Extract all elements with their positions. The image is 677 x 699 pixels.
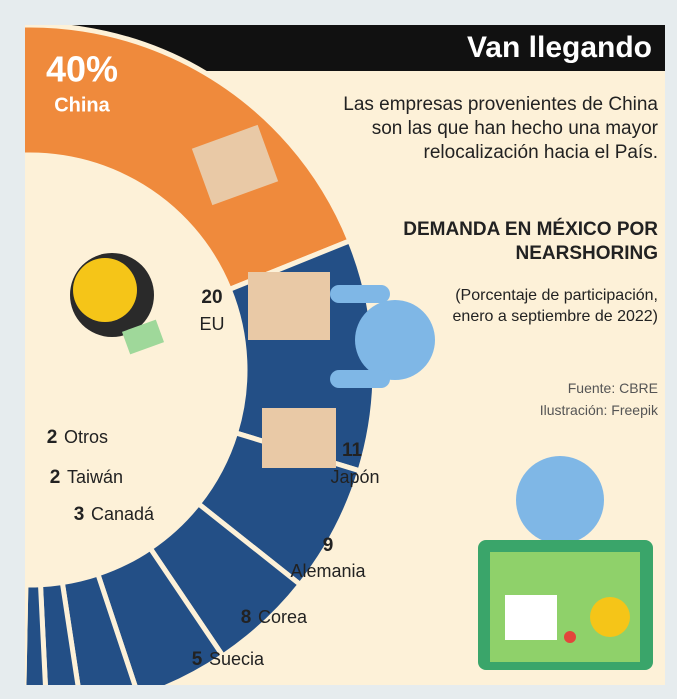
value-label: 2: [50, 467, 61, 488]
category-label: Alemania: [290, 561, 366, 581]
value-label: 9: [323, 535, 334, 556]
category-label: Canadá: [91, 504, 155, 524]
value-label: 2: [47, 427, 58, 448]
heading: DEMANDA EN MÉXICO POR NEARSHORING: [400, 218, 658, 266]
note: (Porcentaje de participación, enero a se…: [440, 285, 658, 327]
category-label: EU: [199, 314, 224, 334]
category-label: Otros: [64, 427, 108, 447]
value-label: 5: [192, 649, 203, 670]
credit: Ilustración: Freepik: [440, 402, 658, 418]
category-label: Suecia: [209, 649, 265, 669]
value-label: 8: [241, 607, 252, 628]
page: Van llegando 40% China 20 EU 11 Japón 9 Alemani…: [0, 0, 677, 699]
ring-segment: [0, 584, 26, 699]
category-label: Taiwán: [67, 467, 123, 487]
category-label: China: [54, 94, 110, 116]
chart-title: Van llegando: [467, 31, 652, 64]
category-label: Japón: [330, 467, 379, 487]
source: Fuente: CBRE: [440, 380, 658, 396]
value-label: 20: [201, 287, 222, 308]
value-label: 3: [74, 504, 85, 525]
value-label: 11: [342, 440, 363, 461]
subtitle: Las empresas provenientes de China son l…: [340, 93, 658, 165]
value-label: 40%: [46, 49, 118, 90]
category-label: Corea: [258, 607, 308, 627]
